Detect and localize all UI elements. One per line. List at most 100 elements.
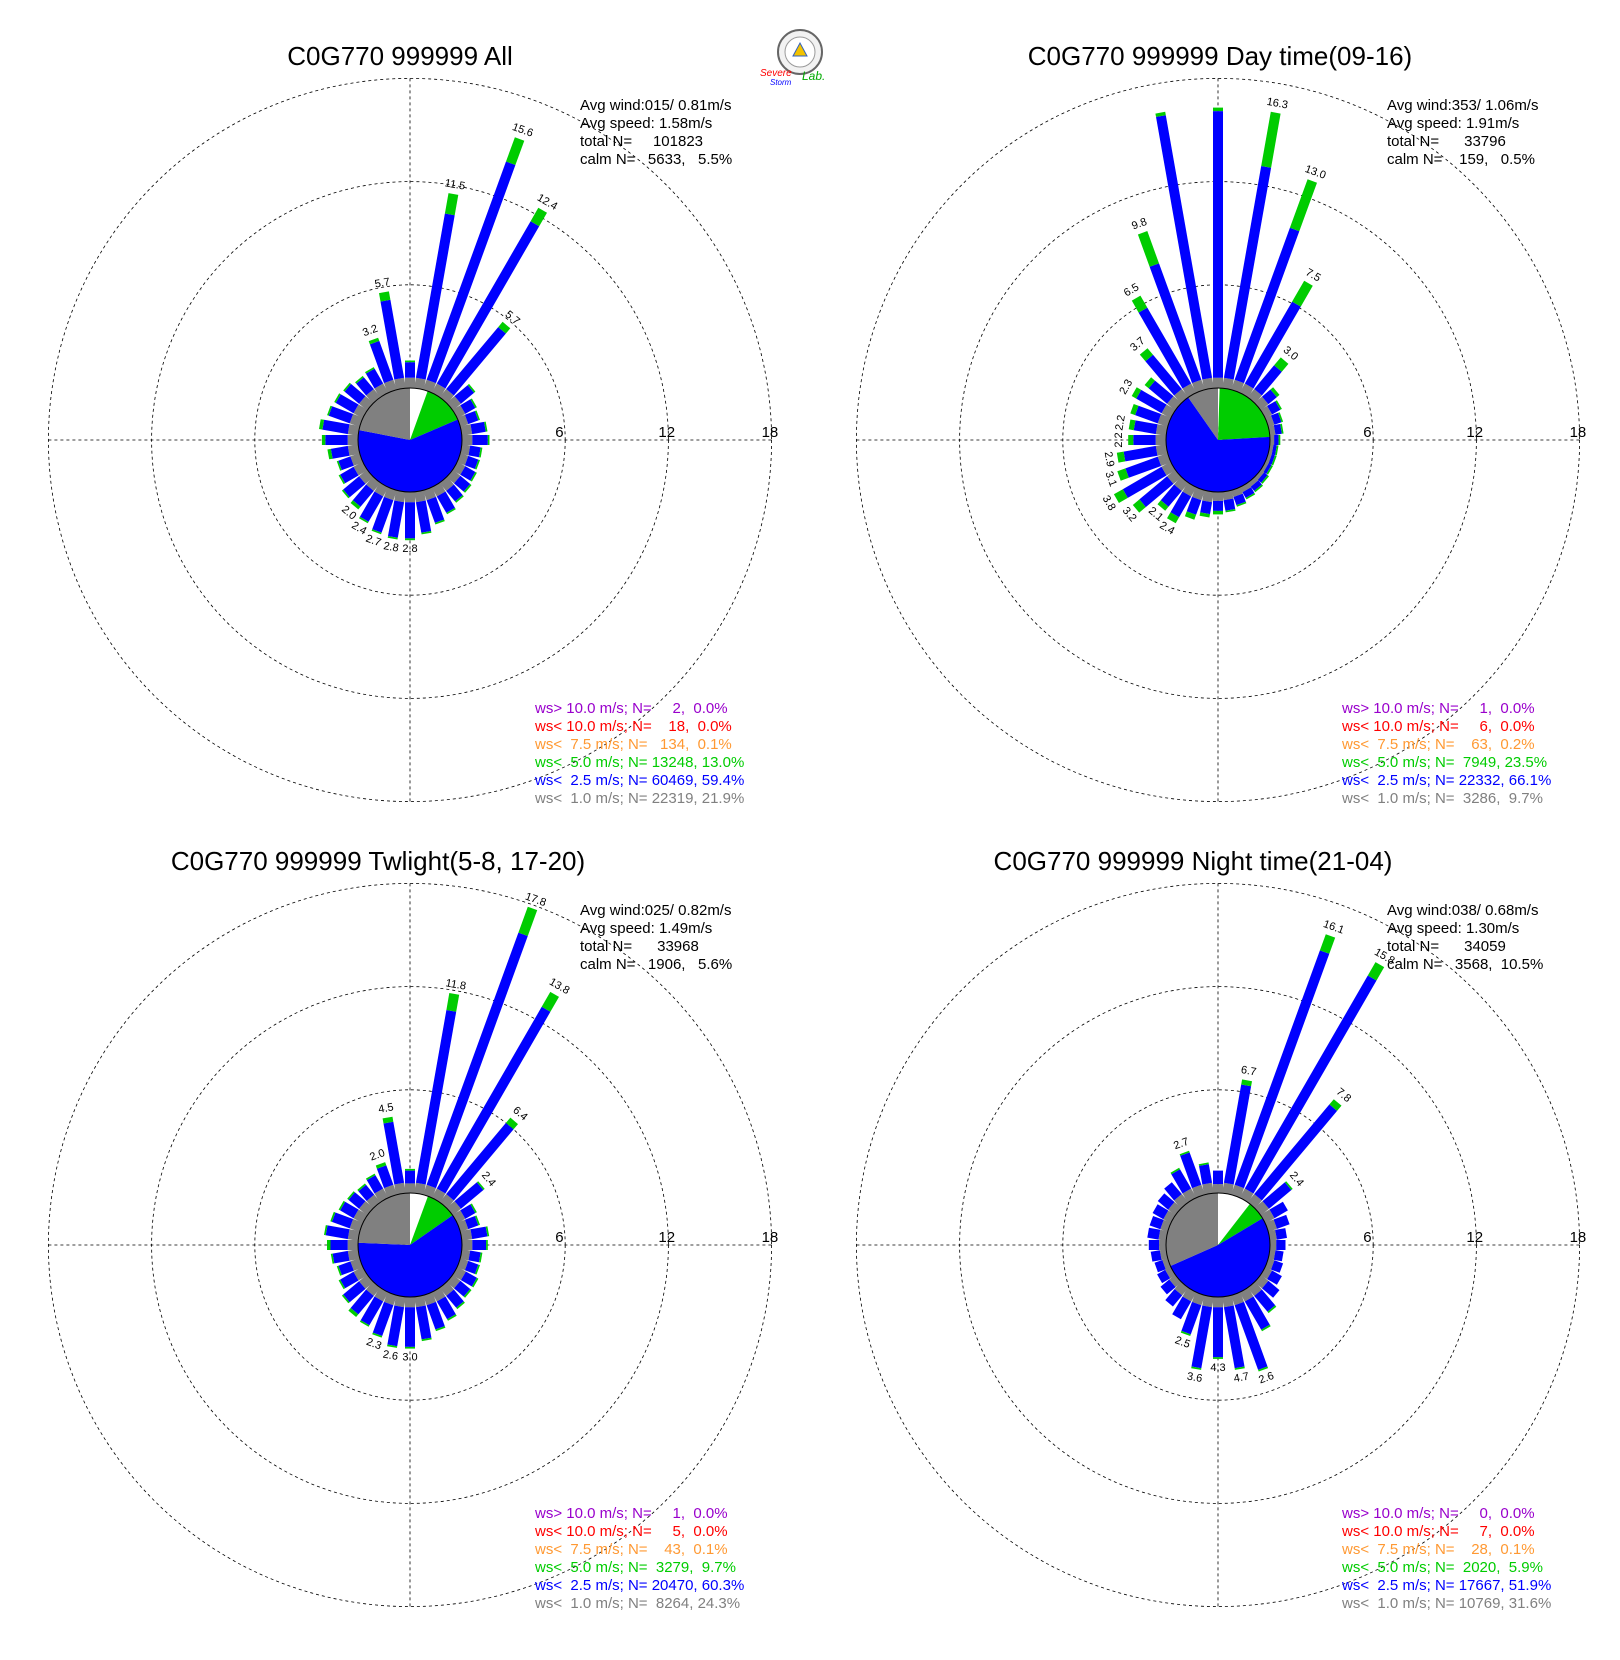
bar-segment-lt25-100 bbox=[1271, 444, 1277, 456]
bar-segment-lt5-180 bbox=[1213, 1357, 1223, 1359]
bar-segment-lt5-20 bbox=[506, 137, 525, 165]
bar-segment-lt25-340 bbox=[1149, 263, 1202, 384]
bar-label-270: 2.2 bbox=[1113, 432, 1125, 447]
bar-segment-lt25-90 bbox=[472, 435, 488, 445]
bar-segment-lt1-350 bbox=[394, 1182, 406, 1195]
bar-segment-lt5-260 bbox=[1116, 451, 1126, 463]
pie-slice-lt1 bbox=[1188, 388, 1218, 440]
legend-entry: ws< 2.5 m/s; N= 60469, 59.4% bbox=[534, 772, 744, 789]
bar-segment-lt5-230 bbox=[341, 489, 350, 499]
bar-label-340: 2.7 bbox=[1172, 1136, 1190, 1153]
legend-entry: ws< 1.0 m/s; N= 8264, 24.3% bbox=[534, 1595, 740, 1612]
bar-segment-lt25-60 bbox=[1269, 1201, 1288, 1219]
bar-segment-lt25-80 bbox=[470, 421, 486, 435]
stat-line: total N= 101823 bbox=[580, 133, 703, 150]
pie-slice-lt25 bbox=[1170, 1218, 1271, 1298]
bar-segment-lt25-290 bbox=[1135, 405, 1162, 424]
bar-segment-lt1-170 bbox=[1222, 1295, 1234, 1308]
bar-segment-lt5-270 bbox=[327, 1240, 331, 1250]
bar-segment-lt5-30 bbox=[541, 991, 559, 1012]
bar-segment-lt5-90 bbox=[1278, 435, 1281, 445]
bar-label-20: 16.1 bbox=[1322, 918, 1346, 937]
bar-segment-lt1-100 bbox=[460, 444, 471, 456]
ring-label: 6 bbox=[555, 424, 563, 441]
bar-segment-lt5-40 bbox=[1274, 357, 1289, 372]
bar-segment-lt5-250 bbox=[336, 1265, 342, 1276]
bar-segment-lt25-350 bbox=[383, 1121, 405, 1185]
legend-entry: ws< 5.0 m/s; N= 13248, 13.0% bbox=[534, 754, 744, 771]
bar-segment-lt1-250 bbox=[1162, 1258, 1171, 1270]
bar-segment-lt25-240 bbox=[340, 466, 359, 484]
grid-ring-18 bbox=[47, 883, 773, 1608]
chart-title: C0G770 999999 Day time(09-16) bbox=[1028, 41, 1412, 71]
bar-segment-lt1-90 bbox=[462, 1240, 473, 1250]
bar-segment-lt25-340 bbox=[369, 340, 394, 384]
bar-label-340: 2.0 bbox=[368, 1147, 386, 1164]
legend-entry: ws< 2.5 m/s; N= 17667, 51.9% bbox=[1341, 1577, 1551, 1594]
bar-segment-lt5-300 bbox=[1131, 387, 1142, 399]
bar-segment-lt5-160 bbox=[435, 1326, 446, 1332]
legend-entry: ws< 7.5 m/s; N= 63, 0.2% bbox=[1341, 736, 1535, 753]
bar-segment-lt1-230 bbox=[1169, 1274, 1182, 1288]
bar-segment-lt25-340 bbox=[1180, 1152, 1202, 1189]
pie-outline bbox=[1165, 387, 1271, 493]
bar-segment-lt1-170 bbox=[414, 1295, 426, 1308]
bar-segment-lt1-200 bbox=[384, 1292, 397, 1306]
bar-segment-lt25-170 bbox=[1223, 498, 1236, 511]
bar-segment-lt5-50 bbox=[1284, 1181, 1293, 1190]
bar-segment-lt25-350 bbox=[1156, 115, 1213, 380]
bar-segment-lt25-150 bbox=[436, 1296, 456, 1320]
bar-segment-lt25-50 bbox=[1262, 389, 1277, 405]
bar-segment-lt25-280 bbox=[325, 1225, 350, 1240]
bar-segment-lt25-70 bbox=[464, 411, 479, 425]
bar-segment-lt1-160 bbox=[423, 1292, 436, 1306]
bar-segment-lt25-40 bbox=[1254, 1104, 1338, 1201]
bar-segment-lt1-280 bbox=[1158, 1229, 1168, 1241]
bar-segment-lt5-60 bbox=[1275, 400, 1282, 410]
bar-segment-lt1-10 bbox=[414, 1182, 426, 1195]
bar-segment-lt1-250 bbox=[350, 1258, 363, 1271]
bar-segment-lt25-100 bbox=[468, 445, 481, 458]
legend-entry: ws> 10.0 m/s; N= 2, 0.0% bbox=[534, 700, 728, 717]
bar-segment-lt5-30 bbox=[530, 207, 547, 227]
bar-segment-lt5-70 bbox=[1278, 412, 1284, 423]
bar-segment-lt1-80 bbox=[460, 424, 473, 436]
bar-segment-lt5-320 bbox=[1139, 348, 1153, 362]
bar-segment-lt25-150 bbox=[1244, 1296, 1270, 1330]
bar-segment-lt5-150 bbox=[446, 507, 456, 515]
bar-segment-lt5-140 bbox=[1267, 1305, 1277, 1314]
bar-segment-lt1-170 bbox=[1222, 490, 1234, 501]
bar-segment-lt1-0 bbox=[405, 1183, 415, 1193]
bar-segment-lt25-20 bbox=[1234, 227, 1300, 384]
bar-segment-lt5-230 bbox=[1132, 499, 1146, 513]
bar-segment-lt25-290 bbox=[1149, 1216, 1164, 1230]
bar-segment-lt25-260 bbox=[330, 445, 350, 459]
bar-segment-lt1-60 bbox=[1260, 405, 1273, 419]
bar-segment-lt1-90 bbox=[1270, 1240, 1277, 1250]
bar-segment-lt25-200 bbox=[1181, 1301, 1202, 1335]
stat-line: Avg wind:038/ 0.68m/s bbox=[1387, 902, 1538, 919]
stat-line: total N= 33796 bbox=[1387, 133, 1506, 150]
bar-segment-lt5-260 bbox=[330, 1253, 335, 1264]
bar-segment-lt1-160 bbox=[423, 487, 436, 501]
bar-segment-lt5-110 bbox=[1271, 455, 1277, 466]
bar-segment-lt25-10 bbox=[415, 213, 455, 380]
bar-segment-lt25-350 bbox=[380, 299, 405, 380]
bar-label-350: 4.5 bbox=[377, 1101, 394, 1115]
bar-segment-lt5-10 bbox=[1241, 1079, 1252, 1087]
stat-line: Avg wind:015/ 0.81m/s bbox=[580, 97, 731, 114]
bar-segment-lt5-340 bbox=[1179, 1150, 1190, 1156]
bar-segment-lt25-20 bbox=[426, 932, 528, 1189]
bar-segment-lt25-130 bbox=[454, 475, 471, 492]
bar-segment-lt5-270 bbox=[321, 435, 326, 445]
bar-label-30: 7.5 bbox=[1303, 266, 1322, 284]
bar-label-190: 2.6 bbox=[382, 1349, 399, 1363]
ring-label: 18 bbox=[762, 424, 779, 441]
bar-segment-lt25-160 bbox=[1233, 493, 1246, 506]
bar-label-160: 2.6 bbox=[1257, 1370, 1275, 1387]
stat-line: Avg speed: 1.49m/s bbox=[580, 920, 712, 937]
bar-segment-lt1-260 bbox=[347, 444, 360, 456]
bar-label-260: 2.9 bbox=[1102, 451, 1116, 468]
bar-segment-lt25-70 bbox=[1271, 412, 1282, 425]
bar-label-180: 4.3 bbox=[1210, 1362, 1225, 1374]
